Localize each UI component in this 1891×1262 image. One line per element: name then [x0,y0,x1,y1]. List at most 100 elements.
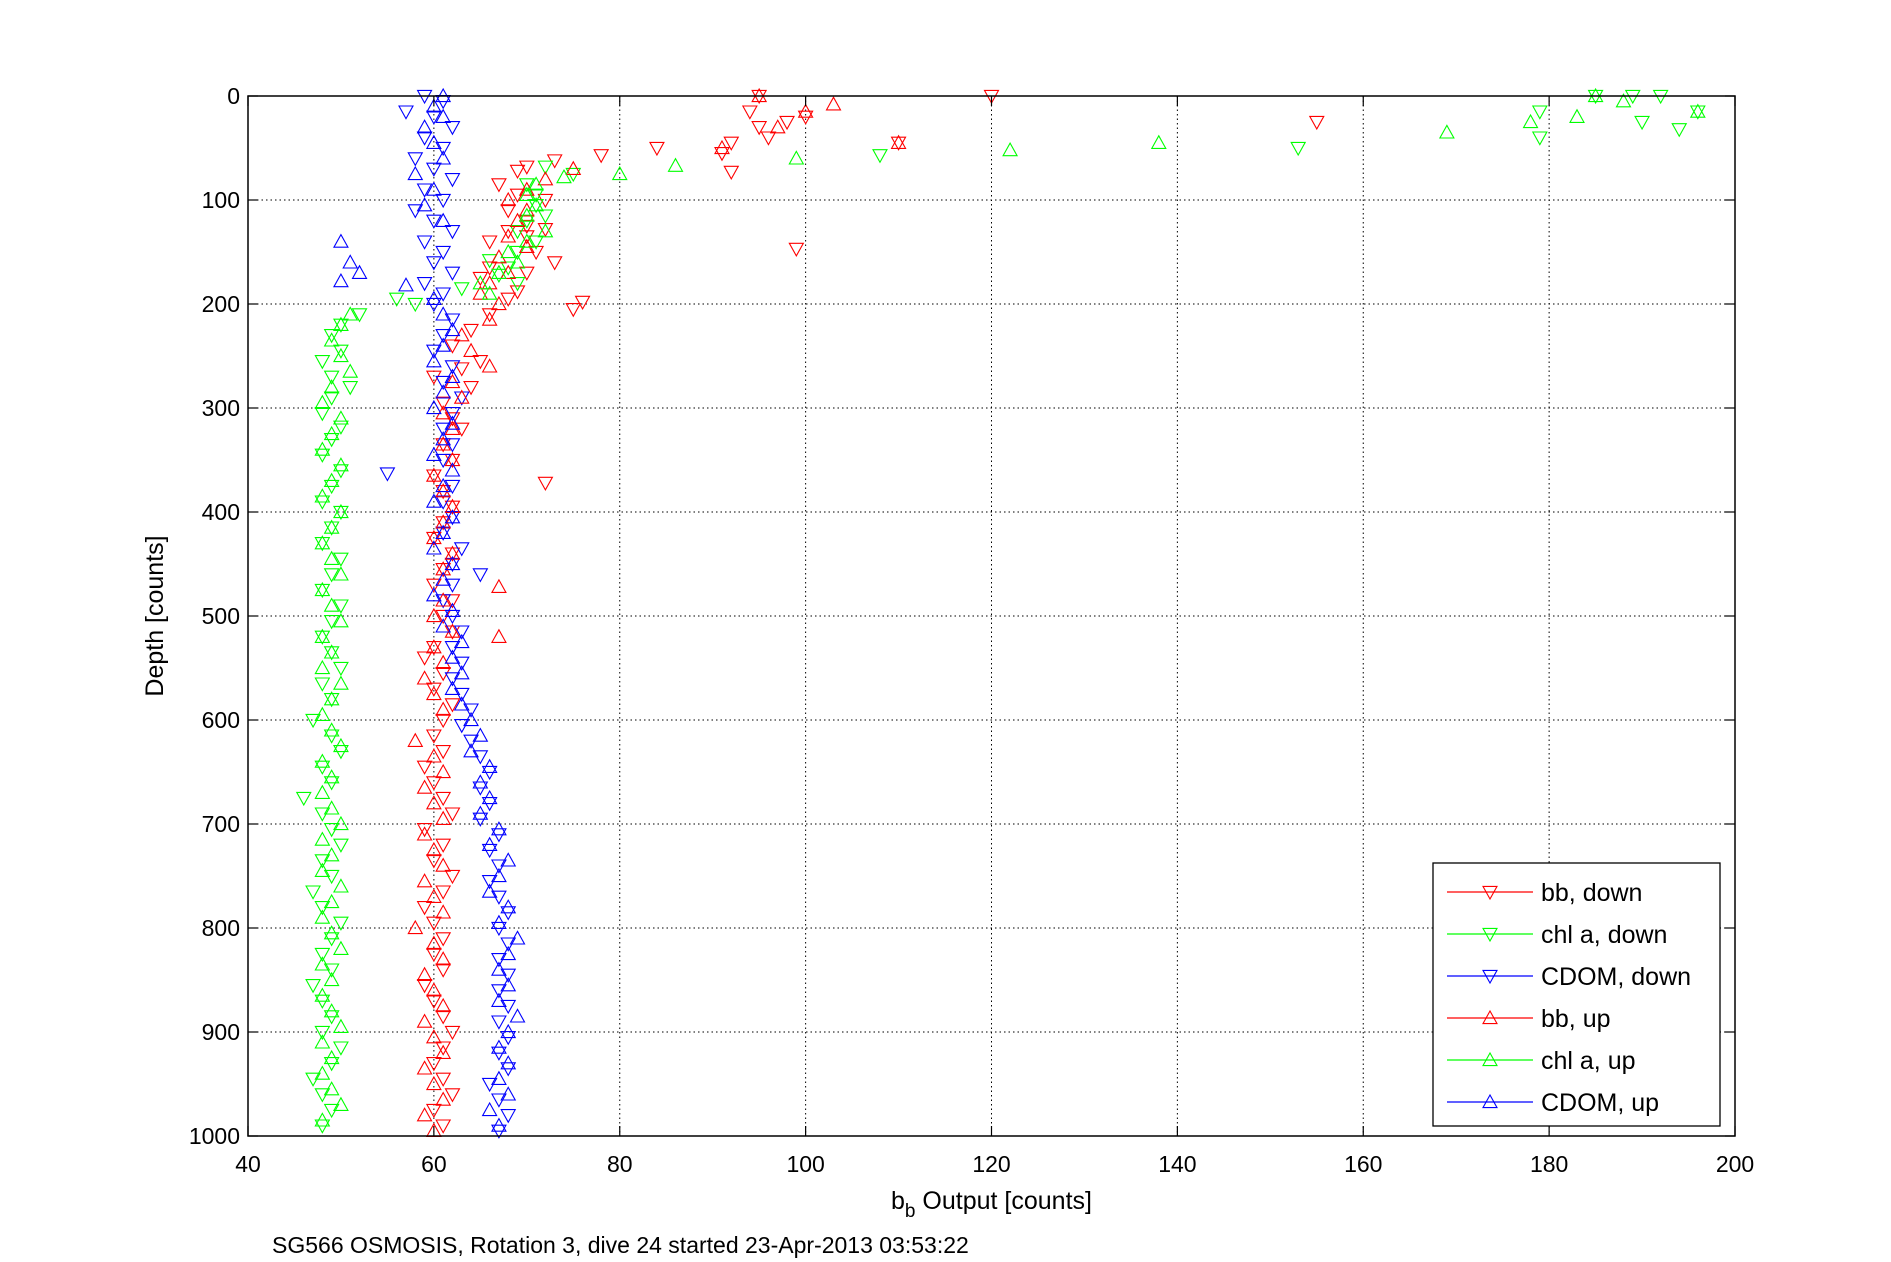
data-point [314,537,331,552]
data-point [323,722,340,737]
legend-item: chl a, up [1447,1047,1636,1075]
data-point [500,225,517,240]
data-point [435,791,452,807]
data-point [333,1018,349,1033]
data-point [472,275,489,290]
data-point [314,784,331,799]
data-point [425,994,442,1009]
data-point [323,644,340,659]
data-point [435,526,452,541]
data-point [425,682,442,697]
data-point [416,183,433,198]
data-point [425,540,442,555]
data-point [342,381,359,396]
data-point [537,209,554,224]
data-point [333,613,349,628]
data-point [314,583,331,599]
data-point [500,1055,517,1070]
y-tick-label: 800 [202,915,240,941]
data-point [314,1065,331,1080]
data-point [323,370,340,385]
data-point [323,472,340,487]
legend: bb, down chl a, down CDOM, down bb, up chl a… [1432,862,1721,1127]
data-point [333,599,349,614]
data-point [565,160,582,175]
data-point [481,235,498,250]
data-point [416,779,433,794]
data-point [890,136,907,151]
data-point [323,519,340,534]
data-point [314,441,331,456]
data-point [1569,108,1585,123]
data-point [490,178,507,193]
data-point [500,204,517,219]
data-point [481,261,498,276]
data-point [593,149,610,164]
y-axis-label: Depth [counts] [141,535,169,696]
data-point [528,235,545,250]
data-point [872,149,888,164]
data-point [323,379,340,394]
data-point [509,254,526,269]
data-point [323,893,340,909]
data-point [435,997,452,1013]
data-point [435,618,452,633]
data-point [509,930,526,945]
data-point [314,659,331,675]
data-point [351,264,368,279]
data-point [323,568,340,583]
data-point [444,545,461,560]
data-point [435,477,452,493]
data-point [444,1025,461,1041]
data-point [444,509,461,524]
data-point [472,271,489,287]
y-tick-label: 700 [202,811,240,837]
data-point [1531,105,1548,120]
data-point [509,225,526,240]
data-point [398,277,414,292]
data-point [565,303,582,318]
data-point [323,646,340,661]
data-point [323,1081,340,1096]
data-point [444,557,461,573]
data-point [435,483,452,498]
data-point [333,675,349,690]
data-point [509,277,526,292]
data-point [481,275,498,290]
data-point [453,362,470,377]
data-point [444,594,461,609]
data-point [314,488,331,503]
data-point [416,235,433,250]
data-point [333,344,349,359]
data-point [1002,141,1019,157]
data-point [453,625,470,640]
data-point [500,228,517,243]
data-point [435,287,452,302]
x-axis-label: bb Output [counts] [891,1187,1092,1222]
data-point [314,1025,331,1041]
data-point [509,164,526,180]
data-point [425,256,442,271]
legend-marker [1482,1051,1498,1067]
data-point [323,1003,340,1018]
legend-label: chl a, up [1541,1047,1636,1075]
data-point [825,96,842,111]
data-point [323,769,340,784]
data-point [333,1096,349,1111]
x-tick-label: 180 [1530,1151,1568,1177]
data-point [472,727,489,742]
y-tick-label: 200 [202,291,240,317]
data-point [751,121,768,136]
data-point [723,165,740,181]
data-point [314,909,331,924]
data-point [556,168,572,184]
data-point [444,121,461,136]
data-point [444,451,461,467]
legend-marker [1482,1009,1498,1025]
data-point [435,932,452,947]
data-point [788,150,805,165]
data-point [333,347,349,363]
data-point [444,225,461,240]
data-point [435,193,452,209]
data-point [453,282,470,297]
